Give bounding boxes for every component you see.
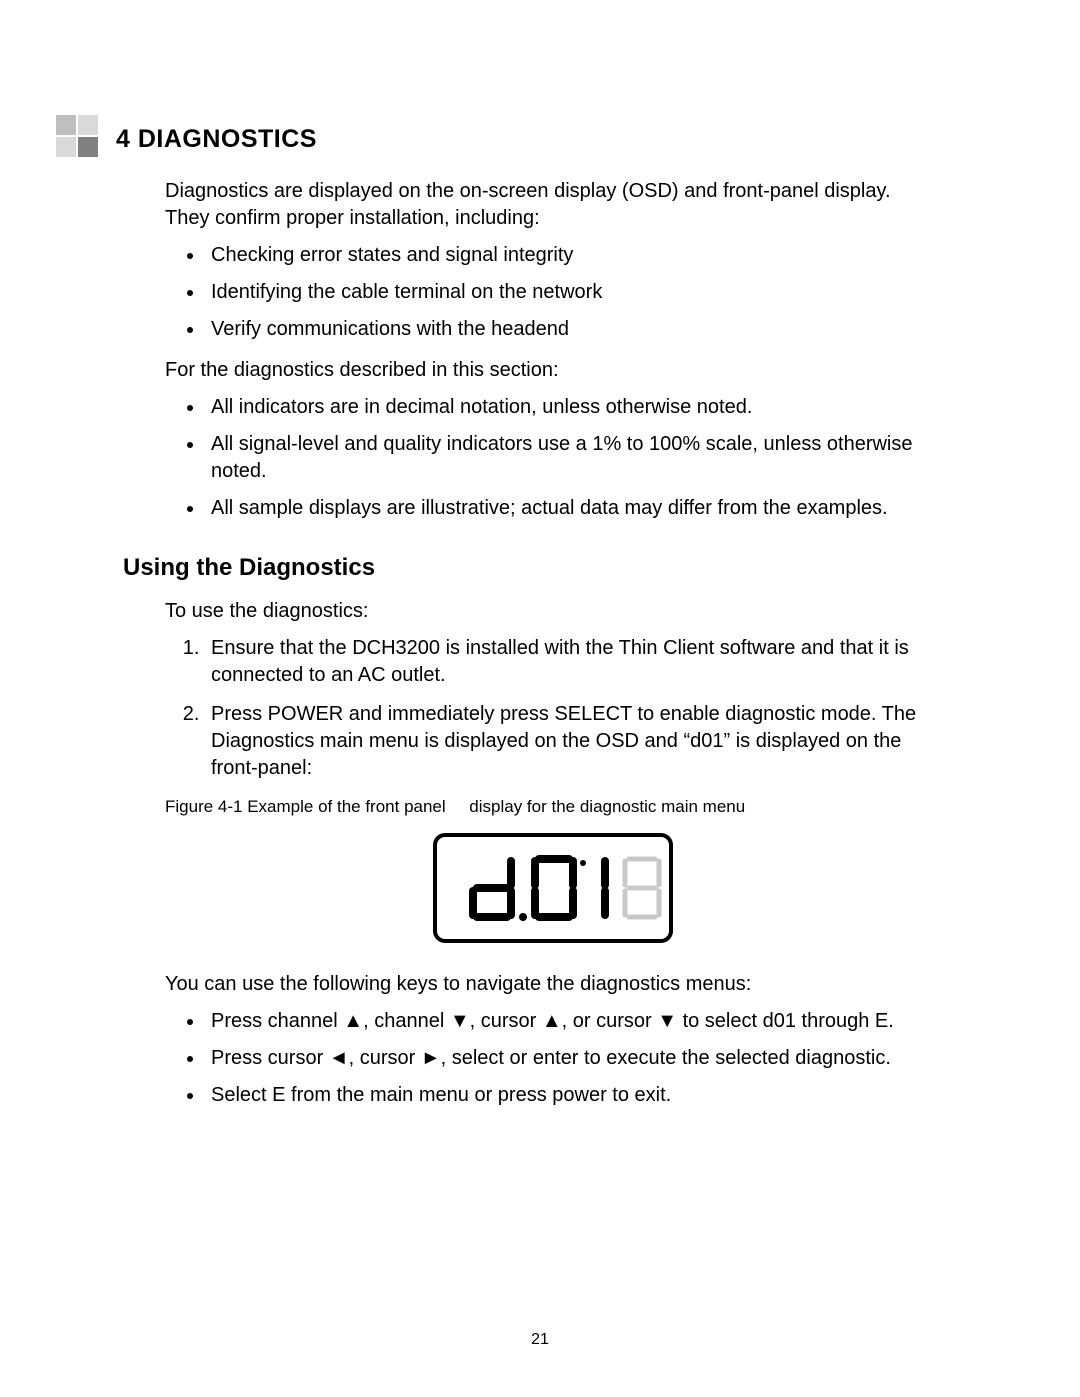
list-item: All indicators are in decimal notation, … bbox=[205, 394, 940, 421]
list-item: All sample displays are illustrative; ac… bbox=[205, 495, 940, 522]
notes-lead: For the diagnostics described in this se… bbox=[165, 357, 940, 384]
logo-icon bbox=[56, 115, 100, 159]
nav-lead: You can use the following keys to naviga… bbox=[165, 971, 940, 998]
list-item: Press channel ▲, channel ▼, cursor ▲, or… bbox=[205, 1008, 940, 1035]
page-number: 21 bbox=[0, 1331, 1080, 1349]
front-panel-display-figure bbox=[165, 833, 940, 951]
list-item: Verify communications with the headend bbox=[205, 316, 940, 343]
use-lead: To use the diagnostics: bbox=[165, 598, 940, 625]
chapter-title: 4 DIAGNOSTICS bbox=[116, 125, 960, 154]
intro-bullet-list: Checking error states and signal integri… bbox=[165, 242, 940, 343]
list-item: Press cursor ◄, cursor ►, select or ente… bbox=[205, 1045, 940, 1072]
page: 4 DIAGNOSTICS Diagnostics are displayed … bbox=[0, 0, 1080, 1397]
body-content: Diagnostics are displayed on the on-scre… bbox=[165, 178, 940, 1109]
list-item: Press POWER and immediately press SELECT… bbox=[205, 701, 940, 782]
notes-bullet-list: All indicators are in decimal notation, … bbox=[165, 394, 940, 522]
intro-paragraph: Diagnostics are displayed on the on-scre… bbox=[165, 178, 940, 232]
list-item: Checking error states and signal integri… bbox=[205, 242, 940, 269]
use-steps-list: Ensure that the DCH3200 is installed wit… bbox=[165, 635, 940, 782]
nav-bullet-list: Press channel ▲, channel ▼, cursor ▲, or… bbox=[165, 1008, 940, 1109]
figure-caption: Figure 4-1 Example of the front panel di… bbox=[165, 796, 940, 819]
list-item: Identifying the cable terminal on the ne… bbox=[205, 279, 940, 306]
list-item: Select E from the main menu or press pow… bbox=[205, 1082, 940, 1109]
list-item: Ensure that the DCH3200 is installed wit… bbox=[205, 635, 940, 689]
list-item: All signal-level and quality indicators … bbox=[205, 431, 940, 485]
section-heading: Using the Diagnostics bbox=[123, 552, 940, 584]
